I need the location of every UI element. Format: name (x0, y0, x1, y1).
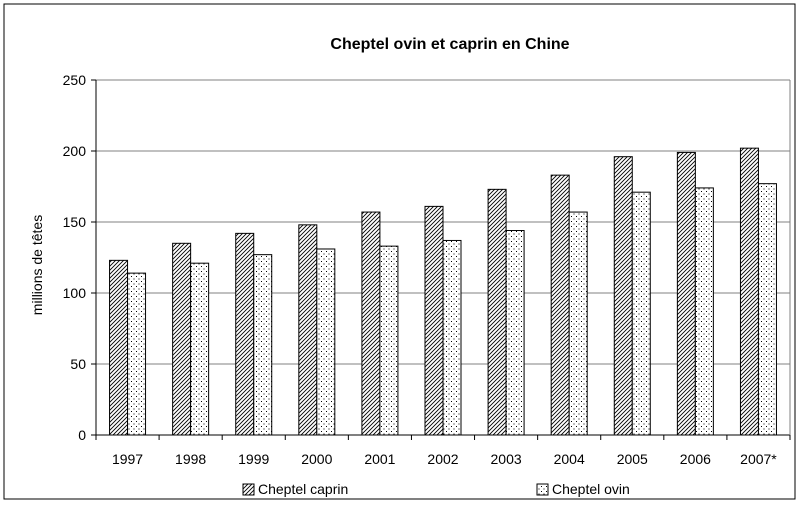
x-tick-label: 2002 (427, 451, 458, 467)
bar-caprin-1999 (235, 232, 255, 436)
bar-ovin-2001 (379, 245, 399, 436)
x-tick-label: 2004 (554, 451, 585, 467)
bar-caprin-2003 (487, 188, 507, 436)
bar-ovin-2004 (568, 211, 588, 436)
bar-caprin-2004 (550, 174, 570, 436)
legend-swatch-ovin (536, 483, 549, 496)
bar-caprin-2002 (424, 205, 444, 436)
legend: Cheptel caprin Cheptel ovin (242, 481, 630, 497)
bar-ovin-2000 (316, 248, 336, 436)
y-axis-label: millions de têtes (29, 215, 45, 315)
bar-ovin-2002 (442, 239, 462, 436)
y-tick-label: 100 (63, 285, 87, 301)
bar-caprin-2007* (739, 147, 759, 436)
x-tick-label: 2007* (740, 451, 777, 467)
bar-ovin-1997 (127, 272, 147, 436)
bar-ovin-1999 (253, 254, 273, 436)
y-tick-labels: 0 50 100 150 200 250 (63, 72, 87, 443)
x-tick-label: 1998 (175, 451, 206, 467)
x-tick-label: 2005 (617, 451, 648, 467)
bar-caprin-1998 (172, 242, 192, 436)
bars (109, 147, 777, 436)
axes (95, 80, 791, 436)
bar-caprin-1997 (109, 259, 129, 436)
y-tick-label: 150 (63, 214, 87, 230)
bar-ovin-2005 (631, 191, 651, 436)
x-tick-label: 1997 (112, 451, 143, 467)
bar-ovin-1998 (190, 262, 210, 436)
legend-swatch-caprin (242, 483, 255, 496)
x-tick-label: 2003 (491, 451, 522, 467)
legend-label-ovin: Cheptel ovin (552, 481, 630, 497)
chart-title: Cheptel ovin et caprin en Chine (330, 36, 569, 53)
y-tick-label: 200 (63, 143, 87, 159)
bar-caprin-2000 (298, 224, 318, 436)
x-tick-label: 2006 (680, 451, 711, 467)
bar-ovin-2007* (757, 183, 777, 436)
legend-label-caprin: Cheptel caprin (258, 481, 348, 497)
bar-ovin-2006 (694, 187, 714, 436)
bar-caprin-2005 (613, 156, 633, 436)
bar-caprin-2001 (361, 211, 381, 436)
x-tick-label: 2000 (301, 451, 332, 467)
bar-caprin-2006 (676, 151, 696, 436)
x-tick-label: 1999 (238, 451, 269, 467)
y-tick-label: 250 (63, 72, 87, 88)
y-tick-label: 0 (78, 427, 86, 443)
bar-ovin-2003 (505, 230, 525, 436)
x-tick-labels: 1997 1998 1999 2000 2001 2002 2003 2004 2005 2006… (112, 451, 777, 467)
y-tick-label: 50 (70, 356, 86, 372)
x-tick-label: 2001 (364, 451, 395, 467)
